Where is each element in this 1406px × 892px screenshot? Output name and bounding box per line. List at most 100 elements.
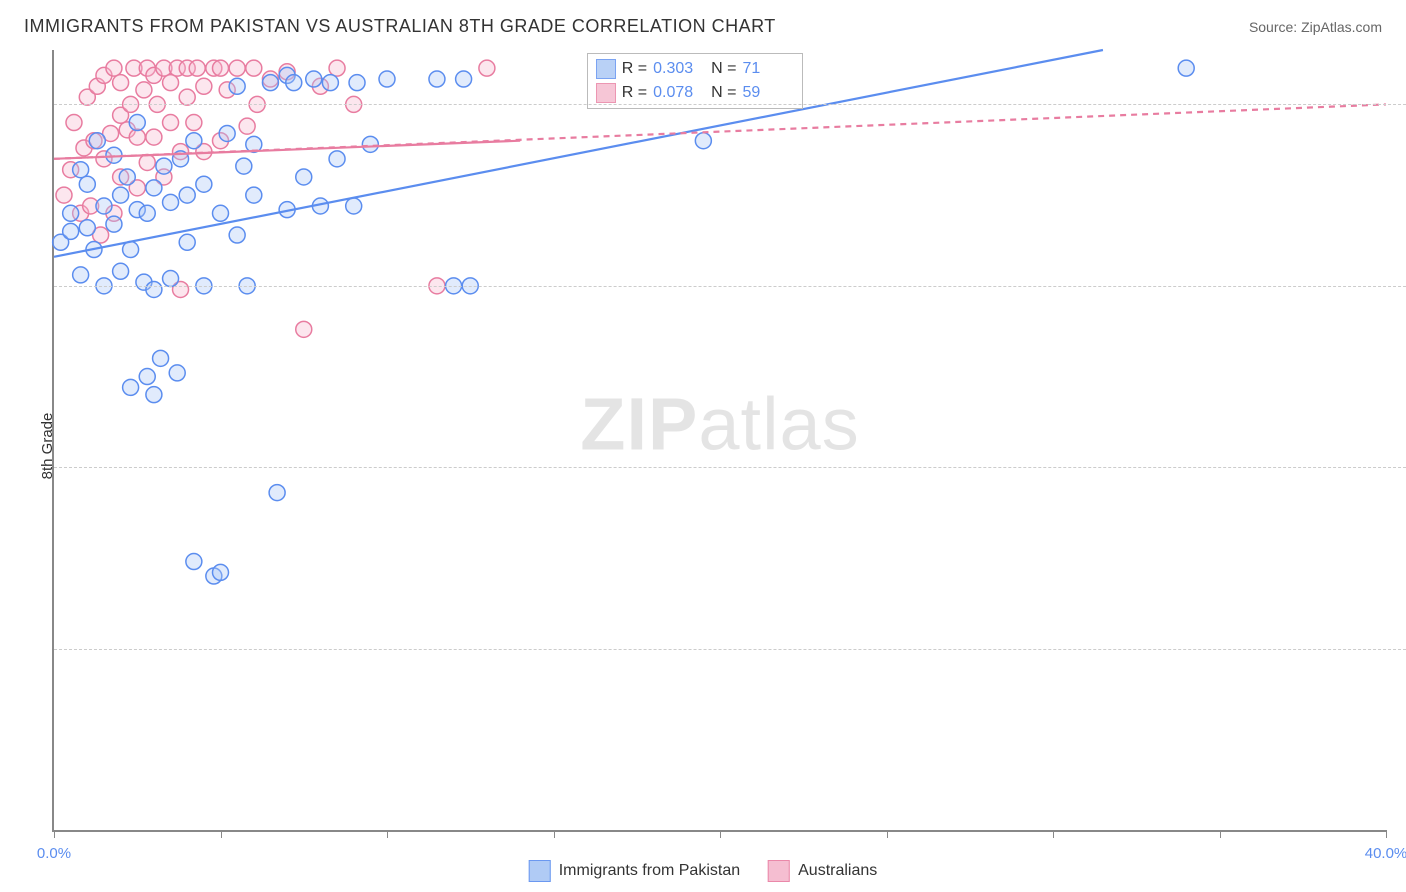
scatter-point [296, 169, 312, 185]
xtick-label: 40.0% [1365, 845, 1406, 862]
scatter-point [306, 71, 322, 87]
scatter-point [119, 169, 135, 185]
scatter-point [79, 220, 95, 236]
scatter-point [186, 133, 202, 149]
scatter-point [153, 350, 169, 366]
scatter-point [163, 194, 179, 210]
stats-n-label: N = [711, 57, 736, 81]
gridline [54, 467, 1406, 468]
stats-r-label: R = [622, 81, 647, 105]
scatter-point [136, 82, 152, 98]
scatter-point [456, 71, 472, 87]
legend-label-australians: Australians [798, 862, 877, 880]
scatter-point [129, 129, 145, 145]
scatter-point [163, 115, 179, 131]
scatter-point [695, 133, 711, 149]
scatter-point [146, 180, 162, 196]
scatter-point [56, 187, 72, 203]
xtick [1053, 830, 1054, 838]
stats-r-value: 0.303 [653, 57, 705, 81]
scatter-point [196, 176, 212, 192]
scatter-point [179, 89, 195, 105]
scatter-point [123, 242, 139, 258]
scatter-point [186, 554, 202, 570]
scatter-point [189, 60, 205, 76]
scatter-point [129, 115, 145, 131]
scatter-point [163, 75, 179, 91]
stats-n-label: N = [711, 81, 736, 105]
gridline [54, 104, 1406, 105]
scatter-point [246, 60, 262, 76]
trend-line-solid [54, 141, 520, 159]
xtick [1220, 830, 1221, 838]
scatter-point [113, 263, 129, 279]
scatter-point [346, 198, 362, 214]
xtick [54, 830, 55, 838]
scatter-point [113, 187, 129, 203]
chart-area: ZIPatlas R =0.303N =71R =0.078N =59 85.0… [52, 50, 1386, 832]
scatter-point [349, 75, 365, 91]
scatter-point [239, 118, 255, 134]
gridline [54, 286, 1406, 287]
scatter-svg [54, 50, 1386, 830]
scatter-point [246, 187, 262, 203]
scatter-point [163, 271, 179, 287]
scatter-point [106, 60, 122, 76]
scatter-point [63, 205, 79, 221]
scatter-point [479, 60, 495, 76]
scatter-point [156, 158, 172, 174]
scatter-point [286, 75, 302, 91]
scatter-point [146, 387, 162, 403]
stats-row: R =0.078N =59 [596, 81, 795, 105]
scatter-point [79, 176, 95, 192]
stats-box: R =0.303N =71R =0.078N =59 [587, 53, 804, 109]
xtick [1386, 830, 1387, 838]
scatter-point [73, 267, 89, 283]
scatter-point [146, 281, 162, 297]
xtick [221, 830, 222, 838]
scatter-point [63, 223, 79, 239]
scatter-point [106, 216, 122, 232]
scatter-point [146, 129, 162, 145]
plot-region: ZIPatlas R =0.303N =71R =0.078N =59 85.0… [52, 50, 1386, 832]
xtick [387, 830, 388, 838]
scatter-point [379, 71, 395, 87]
stats-r-label: R = [622, 57, 647, 81]
scatter-point [429, 71, 445, 87]
stats-swatch [596, 83, 616, 103]
scatter-point [96, 198, 112, 214]
legend-label-pakistan: Immigrants from Pakistan [559, 862, 740, 880]
xtick [554, 830, 555, 838]
legend-swatch-pakistan [529, 860, 551, 882]
scatter-point [1178, 60, 1194, 76]
legend-item-pakistan: Immigrants from Pakistan [529, 860, 740, 882]
scatter-point [219, 125, 235, 141]
stats-n-value: 59 [742, 81, 794, 105]
scatter-point [229, 60, 245, 76]
stats-r-value: 0.078 [653, 81, 705, 105]
scatter-point [196, 78, 212, 94]
scatter-point [179, 187, 195, 203]
scatter-point [113, 75, 129, 91]
scatter-point [66, 115, 82, 131]
scatter-point [362, 136, 378, 152]
stats-n-value: 71 [742, 57, 794, 81]
xtick [887, 830, 888, 838]
scatter-point [89, 133, 105, 149]
scatter-point [322, 75, 338, 91]
legend-swatch-australians [768, 860, 790, 882]
scatter-point [139, 369, 155, 385]
scatter-point [213, 205, 229, 221]
scatter-point [213, 564, 229, 580]
scatter-point [123, 379, 139, 395]
scatter-point [236, 158, 252, 174]
scatter-point [329, 60, 345, 76]
legend-item-australians: Australians [768, 860, 877, 882]
gridline [54, 649, 1406, 650]
bottom-legend: Immigrants from Pakistan Australians [529, 860, 878, 882]
stats-swatch [596, 59, 616, 79]
scatter-point [269, 485, 285, 501]
scatter-point [186, 115, 202, 131]
source-label: Source: ZipAtlas.com [1249, 19, 1382, 35]
stats-row: R =0.303N =71 [596, 57, 795, 81]
